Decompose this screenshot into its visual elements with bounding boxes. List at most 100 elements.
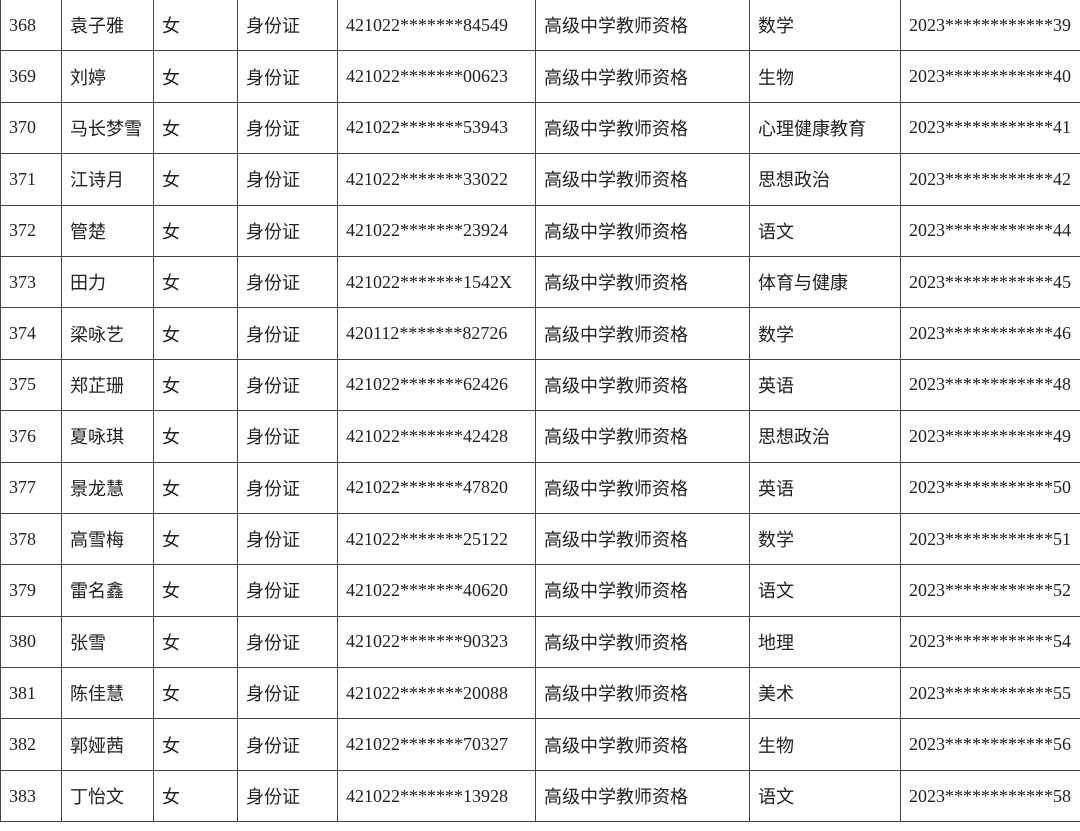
name-cell: 袁子雅 [61, 0, 154, 52]
table-row: 376 夏咏琪女身份证 421022*******42428 高级中学教师资格 思想政治… [0, 410, 1080, 463]
gender-cell: 女 [153, 410, 238, 463]
subject-cell: 心理健康教育 [749, 101, 901, 155]
row-number-cell: 373 [0, 255, 62, 309]
table-row: 370 马长梦雪女身份证 421022*******53943 高级中学教师资格 心理健… [0, 101, 1080, 155]
id-type-cell: 身份证 [237, 718, 338, 771]
certificate-number-cell: 2023************58 [900, 769, 1080, 823]
table-row: 373 田力女身份证 421022*******1542X 高级中学教师资格 体育与健康… [0, 255, 1080, 309]
certificate-number-cell: 2023************56 [900, 718, 1080, 771]
certificate-type-cell: 高级中学教师资格 [535, 101, 750, 155]
table-row: 377 景龙慧女身份证 421022*******47820 高级中学教师资格 英语 20… [0, 461, 1080, 514]
table-row: 368 袁子雅女身份证 421022*******84549 高级中学教师资格 数学 20… [0, 0, 1080, 52]
gender-cell: 女 [153, 0, 238, 52]
id-type-cell: 身份证 [237, 50, 338, 103]
row-number-cell: 369 [0, 50, 62, 103]
subject-cell: 生物 [749, 718, 901, 771]
id-type-cell: 身份证 [237, 615, 338, 669]
certificate-type-cell: 高级中学教师资格 [535, 358, 750, 412]
table-row: 382 郭娅茜女身份证 421022*******70327 高级中学教师资格 生物 20… [0, 718, 1080, 771]
row-number-cell: 372 [0, 204, 62, 257]
certificate-number-cell: 2023************55 [900, 667, 1080, 720]
name-cell: 夏咏琪 [61, 410, 154, 463]
gender-cell: 女 [153, 615, 238, 669]
id-type-cell: 身份证 [237, 255, 338, 309]
table-row: 383 丁怡文女身份证 421022*******13928 高级中学教师资格 语文 20… [0, 769, 1080, 823]
certificate-type-cell: 高级中学教师资格 [535, 718, 750, 771]
certificate-number-cell: 2023************42 [900, 153, 1080, 206]
id-type-cell: 身份证 [237, 667, 338, 720]
subject-cell: 英语 [749, 461, 901, 514]
id-number-cell: 421022*******90323 [337, 615, 536, 669]
id-type-cell: 身份证 [237, 307, 338, 360]
row-number-cell: 374 [0, 307, 62, 360]
certificate-number-cell: 2023************50 [900, 461, 1080, 514]
subject-cell: 思想政治 [749, 153, 901, 206]
id-number-cell: 421022*******25122 [337, 512, 536, 566]
id-number-cell: 421022*******53943 [337, 101, 536, 155]
table-row: 374 梁咏艺女身份证 420112*******82726 高级中学教师资格 数学 20… [0, 307, 1080, 360]
gender-cell: 女 [153, 153, 238, 206]
certificate-number-cell: 2023************41 [900, 101, 1080, 155]
gender-cell: 女 [153, 101, 238, 155]
name-cell: 郭娅茜 [61, 718, 154, 771]
subject-cell: 美术 [749, 667, 901, 720]
id-number-cell: 420112*******82726 [337, 307, 536, 360]
name-cell: 高雪梅 [61, 512, 154, 566]
certificate-type-cell: 高级中学教师资格 [535, 769, 750, 823]
row-number-cell: 375 [0, 358, 62, 412]
row-number-cell: 368 [0, 0, 62, 52]
certificate-type-cell: 高级中学教师资格 [535, 512, 750, 566]
gender-cell: 女 [153, 307, 238, 360]
subject-cell: 生物 [749, 50, 901, 103]
certificate-number-cell: 2023************51 [900, 512, 1080, 566]
certificate-type-cell: 高级中学教师资格 [535, 461, 750, 514]
row-number-cell: 381 [0, 667, 62, 720]
name-cell: 梁咏艺 [61, 307, 154, 360]
name-cell: 马长梦雪 [61, 101, 154, 155]
row-number-cell: 378 [0, 512, 62, 566]
certificate-number-cell: 2023************39 [900, 0, 1080, 52]
subject-cell: 语文 [749, 769, 901, 823]
name-cell: 张雪 [61, 615, 154, 669]
gender-cell: 女 [153, 50, 238, 103]
gender-cell: 女 [153, 358, 238, 412]
id-type-cell: 身份证 [237, 153, 338, 206]
gender-cell: 女 [153, 718, 238, 771]
certificate-type-cell: 高级中学教师资格 [535, 204, 750, 257]
name-cell: 陈佳慧 [61, 667, 154, 720]
subject-cell: 英语 [749, 358, 901, 412]
gender-cell: 女 [153, 461, 238, 514]
id-number-cell: 421022*******84549 [337, 0, 536, 52]
certificate-type-cell: 高级中学教师资格 [535, 307, 750, 360]
certificate-type-cell: 高级中学教师资格 [535, 0, 750, 52]
row-number-cell: 371 [0, 153, 62, 206]
id-type-cell: 身份证 [237, 204, 338, 257]
id-number-cell: 421022*******00623 [337, 50, 536, 103]
table-row: 381 陈佳慧女身份证 421022*******20088 高级中学教师资格 美术 20… [0, 667, 1080, 720]
table-row: 380 张雪女身份证 421022*******90323 高级中学教师资格 地理 202… [0, 615, 1080, 669]
subject-cell: 地理 [749, 615, 901, 669]
name-cell: 景龙慧 [61, 461, 154, 514]
id-number-cell: 421022*******23924 [337, 204, 536, 257]
id-number-cell: 421022*******47820 [337, 461, 536, 514]
id-number-cell: 421022*******42428 [337, 410, 536, 463]
id-number-cell: 421022*******1542X [337, 255, 536, 309]
id-type-cell: 身份证 [237, 358, 338, 412]
row-number-cell: 376 [0, 410, 62, 463]
certificate-type-cell: 高级中学教师资格 [535, 50, 750, 103]
subject-cell: 语文 [749, 204, 901, 257]
table-row: 372 管楚女身份证 421022*******23924 高级中学教师资格 语文 202… [0, 204, 1080, 257]
certificate-number-cell: 2023************52 [900, 564, 1080, 617]
subject-cell: 语文 [749, 564, 901, 617]
certificate-number-cell: 2023************45 [900, 255, 1080, 309]
certificate-type-cell: 高级中学教师资格 [535, 255, 750, 309]
id-number-cell: 421022*******33022 [337, 153, 536, 206]
subject-cell: 数学 [749, 512, 901, 566]
row-number-cell: 379 [0, 564, 62, 617]
id-number-cell: 421022*******20088 [337, 667, 536, 720]
table-row: 369 刘婷女身份证 421022*******00623 高级中学教师资格 生物 202… [0, 50, 1080, 103]
id-type-cell: 身份证 [237, 101, 338, 155]
row-number-cell: 377 [0, 461, 62, 514]
gender-cell: 女 [153, 255, 238, 309]
